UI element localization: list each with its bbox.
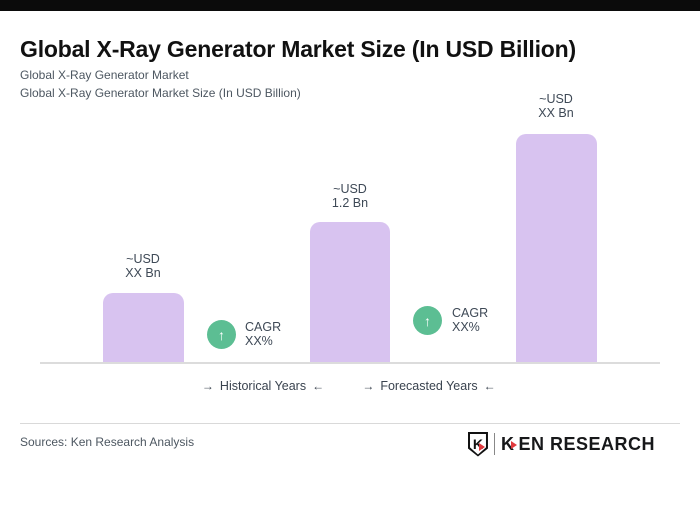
- bar-value-label: ~USD XX Bn: [125, 252, 161, 280]
- arrow-left-icon: ←: [312, 379, 325, 393]
- growth-arrow-icon: ↑: [207, 320, 236, 349]
- red-triangle-accent: [511, 440, 518, 449]
- bar-value-label: ~USD XX Bn: [538, 92, 574, 120]
- x-group-label-forecasted: → Forecasted Years ←: [344, 379, 514, 393]
- up-arrow-icon: ↑: [424, 312, 431, 329]
- ken-research-shield-icon: K: [467, 431, 488, 457]
- bar-value-label: ~USD 1.2 Bn: [331, 182, 369, 210]
- bar-historical-start: [103, 293, 184, 362]
- subtitle-line-1: Global X-Ray Generator Market: [20, 68, 189, 82]
- arrow-right-icon: →: [362, 379, 375, 393]
- red-triangle-accent: [478, 442, 485, 451]
- ken-research-wordmark: K EN RESEARCH: [500, 433, 655, 454]
- cagr-annotation: CAGR XX%: [245, 320, 282, 348]
- footer-divider: [20, 423, 680, 424]
- chart-subtitle: Global X-Ray Generator Market Global X-R…: [20, 66, 301, 102]
- bar-historical-end: [310, 222, 390, 362]
- x-group-label-historical: → Historical Years ←: [178, 379, 348, 393]
- growth-arrow-icon: ↑: [413, 306, 442, 335]
- cagr-annotation: CAGR XX%: [452, 306, 489, 334]
- page-title: Global X-Ray Generator Market Size (In U…: [20, 36, 576, 63]
- arrow-left-icon: ←: [483, 379, 496, 393]
- subtitle-line-2: Global X-Ray Generator Market Size (In U…: [20, 86, 301, 100]
- sources-text: Sources: Ken Research Analysis: [20, 435, 195, 449]
- arrow-right-icon: →: [201, 379, 214, 393]
- top-black-bar: [0, 0, 700, 11]
- x-axis-line: [40, 362, 660, 364]
- bar-forecast: [516, 134, 597, 362]
- up-arrow-icon: ↑: [218, 326, 225, 343]
- logo-divider: [493, 433, 495, 455]
- ken-research-logo: K K EN RESEARCH: [467, 431, 655, 457]
